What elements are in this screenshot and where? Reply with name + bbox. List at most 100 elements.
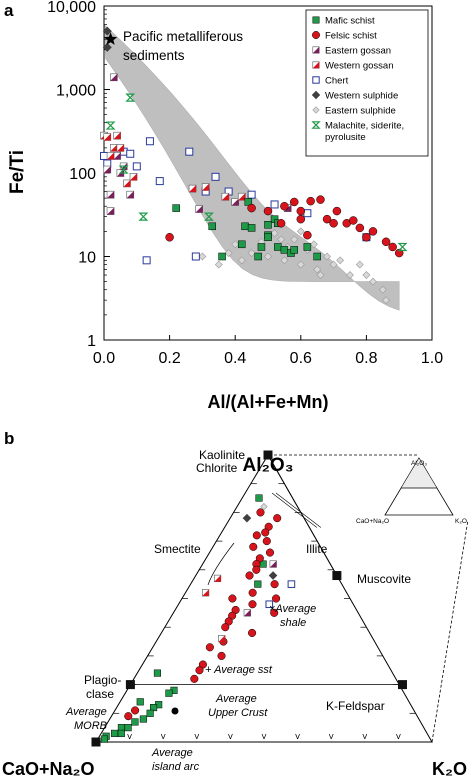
data-point xyxy=(309,240,318,249)
plagioclase-label-1: Plagio- xyxy=(84,673,121,687)
data-point xyxy=(306,196,315,206)
panel-a-label: a xyxy=(4,1,14,20)
data-point xyxy=(105,121,116,130)
ternary-data-point xyxy=(228,594,237,603)
ternary-data-point xyxy=(265,600,274,609)
ternary-data-point xyxy=(272,594,281,603)
legend-marker xyxy=(312,16,320,24)
data-point xyxy=(231,240,240,249)
x-tick-label: 0.6 xyxy=(290,350,312,367)
illite-line xyxy=(267,454,338,576)
legend-label-cont: pyrolusite xyxy=(325,132,366,143)
data-point xyxy=(397,242,408,252)
data-point xyxy=(237,256,246,265)
legend-marker xyxy=(312,31,320,39)
scatter-plot-a: 0.0 0.2 0.4 0.6 0.8 1.0 1 10 100 1,000 10,000 Paci… xyxy=(7,0,443,412)
data-point xyxy=(280,246,289,254)
data-point xyxy=(369,277,377,286)
data-point xyxy=(102,42,112,52)
data-point xyxy=(362,271,371,279)
smectite-label: Smectite xyxy=(154,542,201,556)
data-point xyxy=(276,219,286,228)
ternary-data-point xyxy=(100,735,108,743)
ternary-data-point xyxy=(213,574,222,583)
ternary-tick xyxy=(127,733,130,740)
data-point xyxy=(290,235,299,244)
chlorite-label: Chlorite xyxy=(196,461,238,475)
ternary-tick xyxy=(261,733,265,740)
data-point xyxy=(277,235,286,244)
avg-shale-label-1: ×Average xyxy=(269,603,316,615)
ternary-data-point xyxy=(245,571,254,580)
muscovite-label: Muscovite xyxy=(357,572,411,586)
ternary-data-point xyxy=(124,712,133,721)
avg-morb-label-1: Average xyxy=(65,706,107,718)
cao-marker xyxy=(91,737,101,747)
ternary-data-point xyxy=(136,698,144,706)
data-point xyxy=(303,243,312,251)
data-point xyxy=(349,216,358,225)
data-point xyxy=(368,227,378,236)
kaolinite-marker xyxy=(263,450,273,460)
y-tick-label: 1 xyxy=(87,333,96,350)
ternary-data-point xyxy=(124,724,132,732)
legend-frame xyxy=(305,9,429,157)
inset-guide xyxy=(431,519,469,743)
muscovite-marker xyxy=(332,571,342,581)
data-point xyxy=(110,144,118,152)
data-point xyxy=(106,190,115,199)
data-point xyxy=(155,177,164,186)
x-tick-label: 0.0 xyxy=(93,350,115,367)
ternary-tick xyxy=(129,733,132,740)
ternary-data-point xyxy=(217,651,226,660)
data-point xyxy=(355,260,364,269)
ternary-right-label: K₂O xyxy=(432,759,467,779)
legend-label: Western gossan xyxy=(325,61,393,72)
avg-arc-label-1: Average xyxy=(151,747,193,759)
ternary-data-point xyxy=(252,531,261,540)
data-point xyxy=(378,285,387,294)
data-point xyxy=(231,198,239,206)
ternary-tick xyxy=(162,733,166,740)
kfeldspar-marker xyxy=(397,680,407,690)
ternary-data-point xyxy=(252,565,261,574)
data-point xyxy=(270,200,279,209)
ternary-data-point xyxy=(139,715,147,723)
smectite-trend xyxy=(207,542,235,586)
data-point xyxy=(103,165,112,174)
illite-trend xyxy=(275,492,322,528)
data-point xyxy=(102,26,112,36)
data-point xyxy=(145,137,154,146)
data-point xyxy=(257,243,266,251)
data-point xyxy=(316,271,325,279)
ternary-data-point xyxy=(242,513,252,523)
data-point xyxy=(274,243,282,251)
data-point xyxy=(113,152,121,160)
data-point xyxy=(323,252,331,261)
ternary-data-point xyxy=(243,609,251,617)
data-point xyxy=(224,249,233,257)
ternary-data-point xyxy=(254,580,262,588)
data-point xyxy=(388,242,397,252)
ternary-tick xyxy=(263,733,267,740)
data-point xyxy=(329,219,338,228)
ternary-data-point xyxy=(261,528,270,537)
legend-label: Felsic schist xyxy=(325,31,377,42)
ternary-data-point xyxy=(117,729,125,737)
ternary-data-point xyxy=(269,560,277,568)
ternary-data-point xyxy=(270,608,279,617)
ternary-tick xyxy=(328,733,332,740)
data-point xyxy=(191,252,200,261)
data-point xyxy=(126,149,135,158)
inset-right-label: K₂O xyxy=(455,518,467,525)
ternary-data-point xyxy=(153,669,161,677)
ternary-data-point xyxy=(248,628,257,637)
data-point xyxy=(172,204,180,212)
data-point xyxy=(116,144,125,152)
legend-label: Chert xyxy=(325,76,349,87)
ternary-data-point xyxy=(248,588,257,597)
data-point xyxy=(381,237,391,247)
x-tick-label: 1.0 xyxy=(421,350,443,367)
y-tick-label: 1,000 xyxy=(56,83,96,100)
data-point xyxy=(185,147,194,156)
